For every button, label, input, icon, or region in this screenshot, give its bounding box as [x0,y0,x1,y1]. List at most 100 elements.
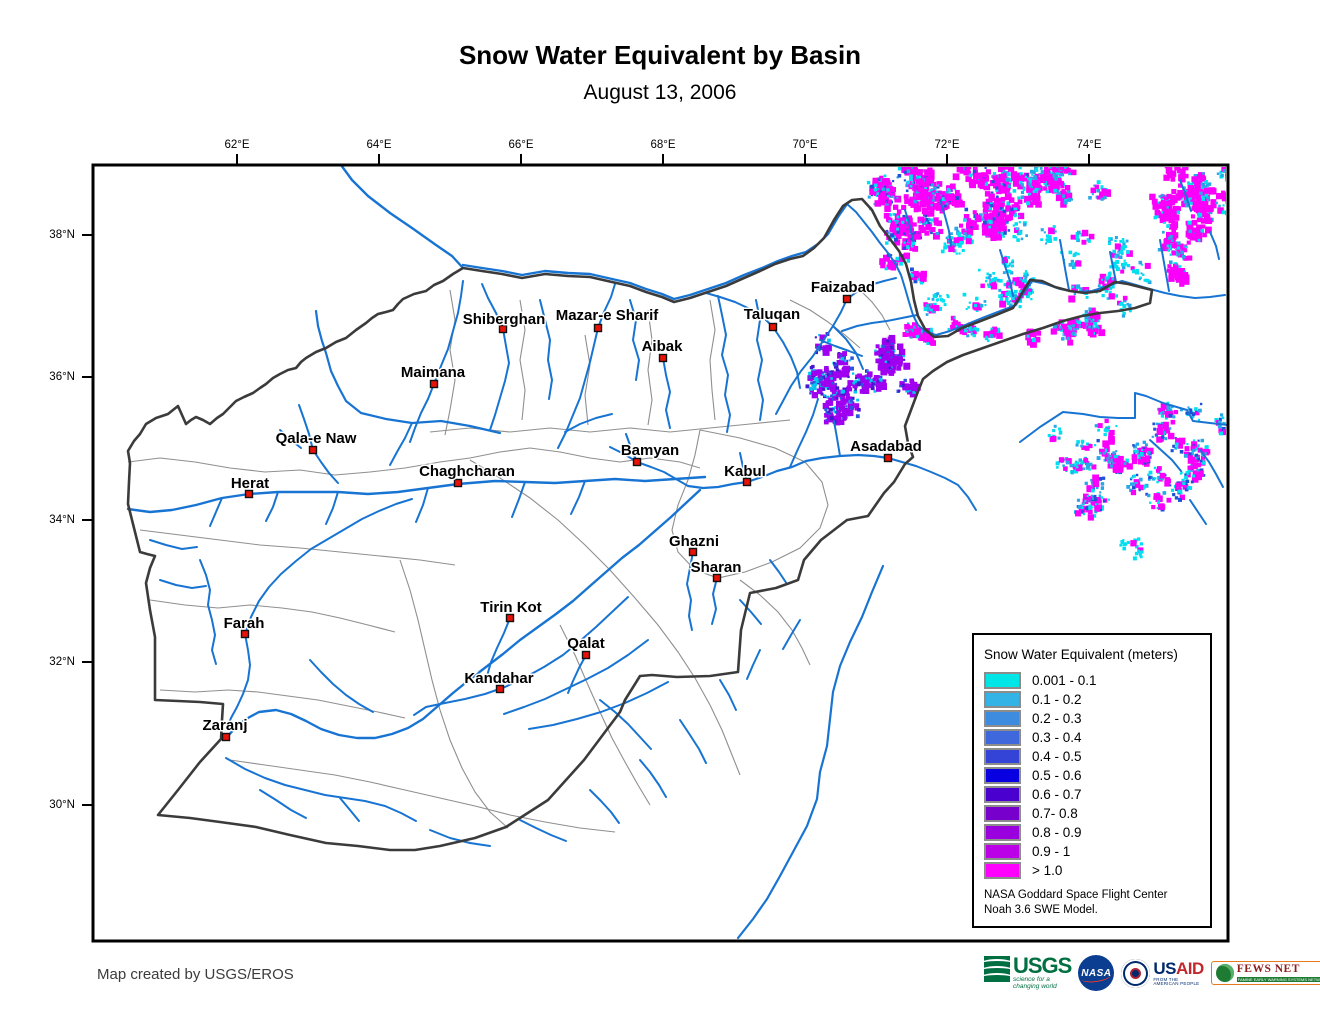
basin-boundaries-layer [127,289,891,833]
axis-ticks [82,154,1090,806]
map-date: August 13, 2006 [583,81,737,104]
city-marker [712,573,722,583]
legend-color-swatch [984,710,1021,727]
city-label: Tirin Kot [480,599,541,616]
city-label: Maimana [401,364,466,381]
legend-footer-line2: Noah 3.6 SWE Model. [984,903,1098,916]
usaid-seal-icon [1121,958,1151,988]
fewsnet-tagline: FAMINE EARLY WARNING SYSTEMS NETWORK [1236,977,1320,983]
city-label: Shiberghan [463,311,546,328]
legend-color-swatch [984,748,1021,765]
city-label: Aibak [642,338,684,355]
legend-color-swatch [984,805,1021,822]
longitude-tick-label: 64°E [366,139,392,151]
legend-color-swatch [984,786,1021,803]
city-marker [505,613,515,623]
fewsnet-globe-icon [1215,964,1234,982]
map-frame [91,163,1230,943]
usgs-tagline: science for a changing world [1013,976,1057,990]
agency-logos: USGS science for a changing world NASA U… [984,951,1320,995]
city-marker [581,650,591,660]
legend-color-swatch [984,767,1021,784]
legend-color-swatch [984,691,1021,708]
city-marker [688,547,698,557]
legend-range-label: 0.8 - 0.9 [1032,825,1082,840]
city-marker [768,322,778,332]
legend-entry: 0.7- 0.8 [984,804,1202,823]
longitude-tick-label: 72°E [934,139,960,151]
city-label: Asadabad [850,438,922,455]
city-label: Zaranj [202,717,247,734]
nasa-logo: NASA [1078,955,1115,991]
legend-range-label: 0.2 - 0.3 [1032,711,1082,726]
usaid-wordmark: USAID [1153,958,1204,978]
city-marker [495,684,505,694]
latitude-tick-label: 32°N [49,656,75,668]
city-label: Sharan [691,559,742,576]
usaid-logo: USAID FROM THE AMERICAN PEOPLE [1121,958,1204,988]
latitude-tick-label: 30°N [49,799,75,811]
legend-color-swatch [984,843,1021,860]
city-label: Qala-e Naw [276,430,357,447]
city-marker [308,445,318,455]
city-label: Herat [231,475,269,492]
city-marker [742,477,752,487]
legend-range-label: 0.4 - 0.5 [1032,749,1082,764]
city-label: Qalat [567,635,605,652]
longitude-tick-label: 70°E [792,139,818,151]
legend-range-label: 0.001 - 0.1 [1032,673,1097,688]
longitude-tick-label: 68°E [650,139,676,151]
nasa-wordmark: NASA [1081,967,1112,979]
legend-entry: > 1.0 [984,861,1202,880]
city-marker [593,323,603,333]
map-legend: Snow Water Equivalent (meters) 0.001 - 0… [972,633,1212,928]
city-marker [453,478,463,488]
city-marker [658,353,668,363]
fewsnet-logo: FEWS NET FAMINE EARLY WARNING SYSTEMS NE… [1210,960,1320,986]
map-credit: Map created by USGS/EROS [97,966,294,983]
longitude-tick-label: 62°E [224,139,250,151]
city-label: Kandahar [464,670,533,687]
city-label: Bamyan [621,442,679,459]
city-marker [429,379,439,389]
latitude-tick-label: 36°N [49,371,75,383]
city-label: Kabul [724,463,766,480]
city-marker [842,294,852,304]
legend-footer: NASA Goddard Space Flight Center Noah 3.… [984,888,1202,918]
longitude-tick-label: 66°E [508,139,534,151]
city-label: Ghazni [669,533,719,550]
snow-raster-layer [805,167,1226,561]
city-label: Taluqan [744,306,800,323]
city-marker [498,324,508,334]
legend-title: Snow Water Equivalent (meters) [984,647,1178,662]
city-label: Faizabad [811,279,875,296]
city-label: Farah [224,615,265,632]
legend-color-swatch [984,862,1021,879]
legend-range-label: 0.3 - 0.4 [1032,730,1082,745]
legend-range-label: 0.5 - 0.6 [1032,768,1082,783]
usaid-tagline: FROM THE AMERICAN PEOPLE [1153,976,1200,986]
legend-color-swatch [984,729,1021,746]
usgs-wordmark: USGS [1013,953,1072,978]
city-marker [244,489,254,499]
latitude-tick-label: 34°N [49,514,75,526]
city-label: Chaghcharan [419,463,515,480]
rivers-layer [126,163,1229,940]
legend-entry: 0.8 - 0.9 [984,823,1202,842]
cities-layer: Faizabad Taluqan Mazar-e Sharif Shiberghan A… [201,278,923,742]
country-border [126,197,1154,852]
legend-entry: 0.1 - 0.2 [984,690,1202,709]
longitude-tick-label: 74°E [1076,139,1102,151]
legend-color-swatch [984,672,1021,689]
legend-entry: 0.6 - 0.7 [984,785,1202,804]
usgs-wave-icon [984,956,1010,982]
legend-entry: 0.4 - 0.5 [984,747,1202,766]
city-marker [221,732,231,742]
legend-entry: 0.9 - 1 [984,842,1202,861]
city-marker [240,629,250,639]
legend-range-label: 0.6 - 0.7 [1032,787,1082,802]
city-label: Mazar-e Sharif [556,307,660,324]
legend-range-label: 0.7- 0.8 [1032,806,1078,821]
legend-entry: 0.5 - 0.6 [984,766,1202,785]
